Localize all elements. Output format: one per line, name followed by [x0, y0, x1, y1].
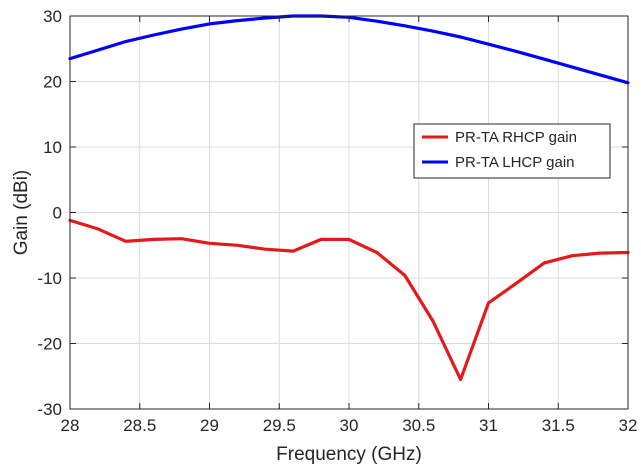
x-tick-label: 31.5	[542, 416, 575, 435]
x-tick-label: 28	[61, 416, 80, 435]
x-tick-label: 29.5	[263, 416, 296, 435]
y-tick-label: 0	[53, 204, 62, 223]
y-axis-title: Gain (dBi)	[11, 170, 32, 256]
x-tick-label: 32	[619, 416, 638, 435]
y-tick-label: -20	[37, 335, 62, 354]
x-tick-label: 31	[479, 416, 498, 435]
legend: PR-TA RHCP gain PR-TA LHCP gain	[413, 123, 611, 179]
legend-label-rhcp: PR-TA RHCP gain	[455, 129, 577, 146]
y-tick-label: -10	[37, 269, 62, 288]
legend-label-lhcp: PR-TA LHCP gain	[455, 154, 575, 171]
y-tick-label: 30	[43, 7, 62, 26]
x-tick-label: 30.5	[402, 416, 435, 435]
y-tick-label: 10	[43, 138, 62, 157]
axis-ticks: 28 28.5 29 29.5 30 30.5 31 31.5 32 -30 -20 -10 0 10 20…	[37, 7, 637, 435]
grid	[69, 15, 629, 410]
y-tick-label: 20	[43, 73, 62, 92]
legend-box	[413, 123, 611, 179]
x-tick-label: 28.5	[123, 416, 156, 435]
x-tick-label: 29	[200, 416, 219, 435]
y-tick-label: -30	[37, 400, 62, 419]
x-tick-label: 30	[340, 416, 359, 435]
x-axis-title: Frequency (GHz)	[276, 444, 422, 465]
rhcp-gain-line	[68, 218, 630, 382]
